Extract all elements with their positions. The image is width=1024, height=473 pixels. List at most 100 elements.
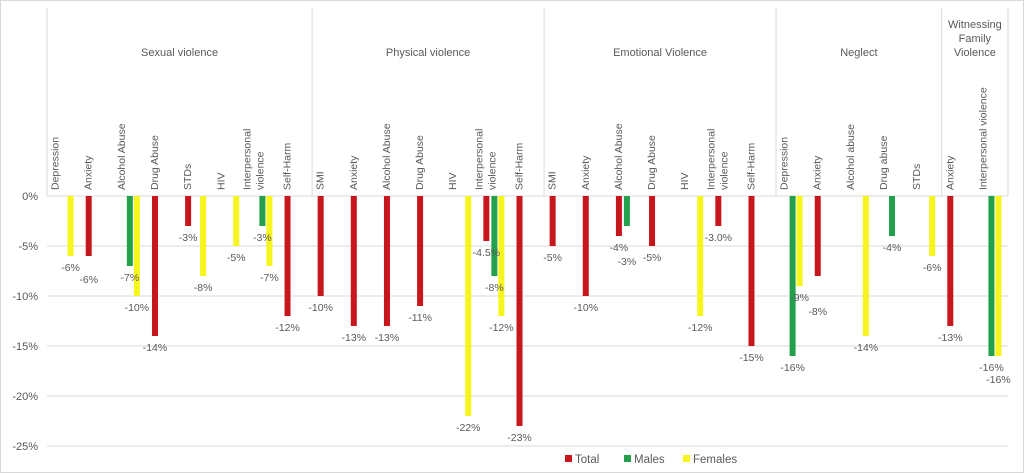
data-label: -12% (489, 322, 514, 334)
bar-total (85, 196, 92, 256)
category-label: HIV (447, 172, 459, 190)
category-label: Anxiety (348, 155, 360, 190)
y-tick-label: -10% (12, 291, 38, 303)
category-label: STDs (182, 164, 194, 190)
bar-females (796, 196, 803, 286)
bar-males (259, 196, 266, 226)
category-label: HIV (679, 172, 691, 190)
category-label: Alcohol Abuse (116, 123, 128, 190)
bar-total (549, 196, 556, 246)
bar-females (465, 196, 472, 416)
data-label: -4.5% (473, 247, 500, 259)
category-label: HIV (215, 172, 227, 190)
data-label: -12% (688, 322, 713, 334)
bar-total (649, 196, 656, 246)
category-label: Depression (50, 137, 62, 190)
data-label: -11% (408, 312, 432, 324)
category-label: Alcohol Abuse (381, 123, 393, 190)
category-label: Self-Harm (745, 142, 757, 190)
data-label: -16% (979, 362, 1004, 374)
group-label: Violence (954, 47, 996, 59)
legend: Total Males Females (565, 454, 737, 466)
category-label: Interpersonal (241, 129, 253, 190)
data-label: -3% (618, 256, 637, 268)
gridlines (47, 245, 1008, 447)
data-label: -5% (227, 252, 246, 264)
data-label: -8% (194, 282, 213, 294)
bar-total (417, 196, 424, 306)
data-label: -22% (456, 422, 481, 434)
category-label: Anxiety (812, 155, 824, 190)
bar-females (929, 196, 936, 256)
category-label: Interpersonal (705, 129, 717, 190)
data-label: -16% (986, 374, 1011, 386)
category-label: Drug Abuse (646, 135, 658, 190)
bar-total (582, 196, 589, 296)
y-tick-label: -20% (12, 391, 38, 403)
category-label: violence (718, 151, 730, 190)
data-label: -6% (61, 262, 80, 274)
y-tick-label: -15% (12, 341, 38, 353)
data-label: -4% (883, 242, 902, 254)
category-label: Self-Harm (282, 142, 294, 190)
group-label: Neglect (840, 47, 877, 59)
bar-females (200, 196, 207, 276)
bar-males (889, 196, 896, 236)
bar-total (317, 196, 324, 296)
category-label: Anxiety (83, 155, 95, 190)
bar-total (947, 196, 954, 326)
bar-males (126, 196, 133, 266)
group-label: Emotional Violence (613, 47, 707, 59)
data-label: -3% (253, 232, 272, 244)
y-tick-label: -5% (18, 241, 38, 253)
data-label: -13% (938, 332, 963, 344)
group-label: Physical violence (386, 47, 470, 59)
category-label: Alcohol abuse (845, 124, 857, 190)
data-label: -13% (375, 332, 400, 344)
data-label: -12% (275, 322, 300, 334)
data-label: -6% (79, 274, 98, 286)
data-label: -5% (543, 252, 562, 264)
category-label: Drug abuse (878, 136, 890, 190)
data-labels: -6%-6% -7%-10%-14%-3%-8%-5%-3%-7%-12%-10%… (61, 232, 1010, 444)
group-label: Sexual violence (141, 47, 218, 59)
bar-males (789, 196, 796, 356)
data-label: -23% (507, 432, 532, 444)
legend-swatch-males (624, 455, 631, 462)
category-label: Drug Abuse (149, 135, 161, 190)
bar-males (988, 196, 995, 356)
legend-label: Males (634, 454, 665, 466)
data-label: -8% (808, 306, 827, 318)
bar-females (697, 196, 704, 316)
bar-total (615, 196, 622, 236)
category-label: SMI (547, 171, 559, 190)
group-label: Family (959, 33, 992, 45)
data-label: -6% (923, 262, 942, 274)
category-label: Anxiety (944, 155, 956, 190)
bar-total (284, 196, 291, 316)
bars (67, 196, 1002, 426)
category-label: Depression (779, 137, 791, 190)
data-label: -16% (780, 362, 805, 374)
y-tick-label: -25% (12, 441, 38, 453)
data-label: -15% (739, 352, 764, 364)
category-label: Alcohol Abuse (613, 123, 625, 190)
category-label: SMI (315, 171, 327, 190)
data-label: -3.0% (705, 232, 732, 244)
bar-total (151, 196, 158, 336)
bar-total (185, 196, 192, 226)
data-label: -8% (485, 282, 504, 294)
category-label: Anxiety (580, 155, 592, 190)
bar-males (623, 196, 630, 226)
category-label: Interpersonal violence (977, 87, 989, 190)
bar-total (748, 196, 755, 346)
bar-females (995, 196, 1002, 356)
bar-females (862, 196, 869, 336)
data-label: -3% (179, 232, 198, 244)
category-label: STDs (911, 164, 923, 190)
group-label: Witnessing (948, 19, 1002, 31)
data-label: -10% (574, 302, 599, 314)
data-label: -9% (790, 292, 809, 304)
